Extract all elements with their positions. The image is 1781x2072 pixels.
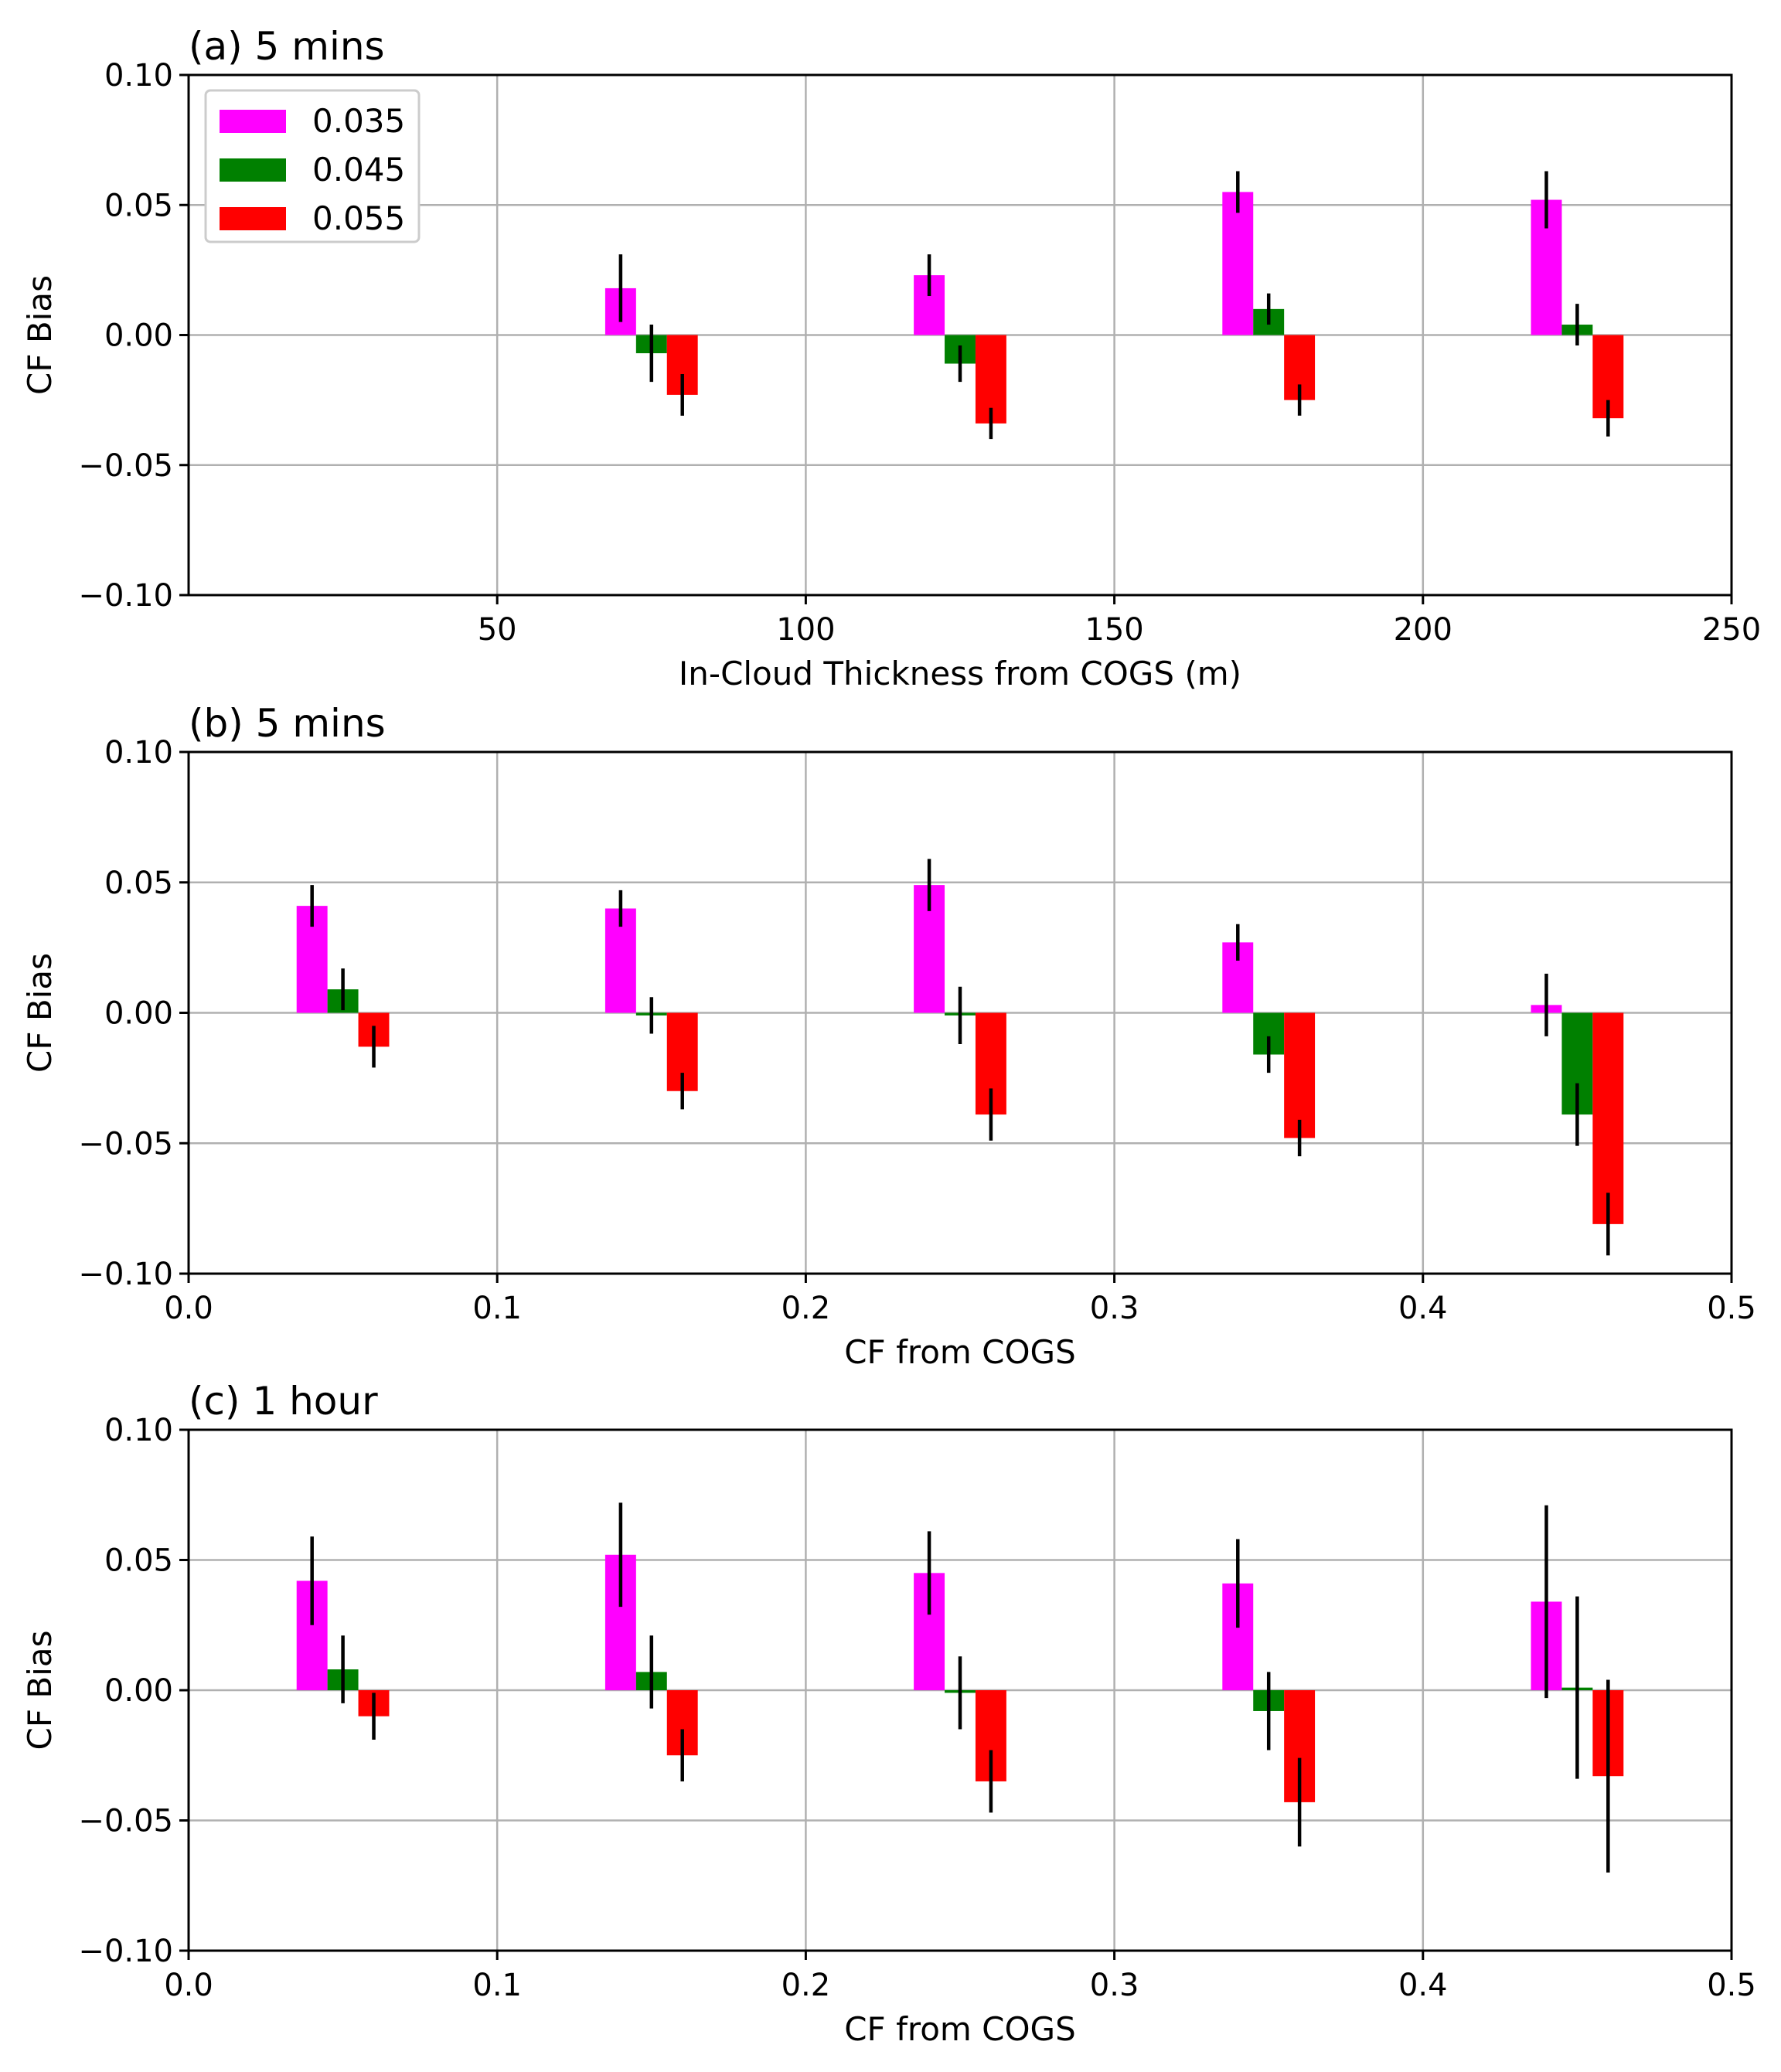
y-tick-label: 0.05	[104, 866, 173, 901]
panel-b: −0.10 −0.05 0.00 0.05 0.10 0.0 0.1 0.2 0.3 0.4 0.5…	[21, 701, 1756, 1371]
x-tick-label: 0.4	[1398, 1968, 1448, 2003]
legend-swatch-0.045	[220, 158, 286, 182]
x-tick-label: 0.5	[1707, 1291, 1756, 1326]
panel-a: −0.10 −0.05 0.00 0.05 0.10 50 100 150 200 250 In-C…	[21, 24, 1761, 692]
legend-swatch-0.035	[220, 110, 286, 133]
y-tick-label: 0.00	[104, 318, 173, 354]
x-tick-label: 0.3	[1090, 1291, 1139, 1326]
x-axis-label: In-Cloud Thickness from COGS (m)	[679, 655, 1241, 692]
y-tick-label: 0.00	[104, 996, 173, 1032]
x-tick-label: 0.2	[782, 1968, 831, 2003]
x-tick-label: 0.3	[1090, 1968, 1139, 2003]
y-axis-label: CF Bias	[21, 275, 59, 395]
x-axis-label: CF from COGS	[844, 2010, 1076, 2048]
x-tick-label: 250	[1702, 612, 1761, 648]
x-tick-label: 150	[1085, 612, 1143, 648]
legend-label-0.045: 0.045	[312, 151, 405, 189]
y-tick-label: 0.10	[104, 735, 173, 771]
x-tick-label: 0.2	[782, 1291, 831, 1326]
y-tick-label: −0.05	[78, 448, 173, 484]
x-tick-label: 200	[1394, 612, 1452, 648]
legend-label-0.055: 0.055	[312, 199, 405, 237]
panel-title: (b) 5 mins	[189, 701, 386, 746]
x-tick-label: 100	[776, 612, 835, 648]
x-tick-label: 50	[478, 612, 517, 648]
y-tick-label: −0.10	[78, 1257, 173, 1292]
bar-series-0.035-2	[1222, 192, 1254, 335]
y-tick-label: 0.00	[104, 1673, 173, 1709]
y-tick-label: 0.10	[104, 1413, 173, 1448]
x-axis-label: CF from COGS	[844, 1333, 1076, 1371]
x-tick-label: 0.0	[164, 1968, 213, 2003]
legend-swatch-0.055	[220, 207, 286, 230]
y-tick-label: −0.10	[78, 578, 173, 614]
y-tick-label: 0.05	[104, 1543, 173, 1579]
panel-title: (a) 5 mins	[189, 24, 385, 69]
panel-title: (c) 1 hour	[189, 1379, 378, 1424]
panel-c: −0.10 −0.05 0.00 0.05 0.10 0.0 0.1 0.2 0.3 0.4 0.5…	[21, 1379, 1756, 2048]
legend: 0.035 0.045 0.055	[204, 89, 421, 243]
y-axis-label: CF Bias	[21, 1631, 59, 1750]
bar-series-0.055-4	[1592, 1012, 1624, 1224]
x-tick-label: 0.1	[472, 1291, 522, 1326]
y-tick-label: 0.05	[104, 188, 173, 223]
bar-series-0.055-3	[1284, 1012, 1316, 1138]
y-tick-label: −0.10	[78, 1934, 173, 1969]
x-tick-label: 0.4	[1398, 1291, 1448, 1326]
x-tick-label: 0.0	[164, 1291, 213, 1326]
x-tick-label: 0.5	[1707, 1968, 1756, 2003]
legend-label-0.035: 0.035	[312, 102, 405, 140]
y-tick-label: −0.05	[78, 1126, 173, 1162]
y-axis-label: CF Bias	[21, 953, 59, 1073]
y-tick-label: 0.10	[104, 58, 173, 94]
y-tick-label: −0.05	[78, 1804, 173, 1839]
x-tick-label: 0.1	[472, 1968, 522, 2003]
